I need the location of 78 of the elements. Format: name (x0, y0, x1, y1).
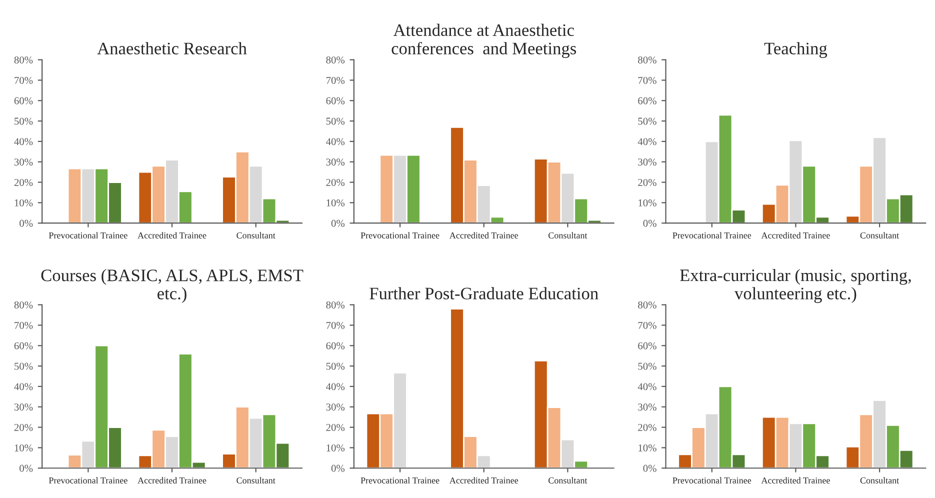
y-tick-label: 20% (326, 424, 345, 432)
y-tick-label: 40% (14, 383, 33, 390)
y-tick-label: 10% (638, 199, 656, 206)
y-tick-label: 10% (14, 199, 33, 206)
chart-title: Extra-curricular (music, sporting, volunteering etc.) (680, 268, 911, 303)
x-tick-label: Prevocational Trainee (360, 232, 440, 238)
x-tick-label: Prevocational Trainee (360, 477, 440, 484)
y-tick-label: 50% (14, 362, 33, 370)
y-tick-label: 30% (326, 158, 345, 166)
y-tick-label: 70% (638, 76, 656, 84)
y-tick-label: 50% (638, 118, 656, 125)
x-tick-label: Consultant (236, 477, 276, 484)
chart-title: Further Post-Graduate Education (370, 287, 598, 300)
y-tick-label: 60% (14, 97, 33, 104)
y-tick-label: 40% (638, 138, 656, 146)
y-tick-label: 60% (14, 342, 33, 350)
y-tick-label: 20% (14, 178, 33, 186)
x-tick-label: Prevocational Trainee (48, 232, 128, 238)
y-tick-label: 20% (326, 178, 345, 186)
y-tick-label: 70% (14, 322, 33, 329)
y-tick-label: 80% (638, 301, 656, 309)
y-tick-label: 30% (638, 158, 656, 166)
chart-title: Courses (BASIC, ALS, APLS, EMST etc.) (41, 269, 304, 303)
y-tick-label: 30% (638, 404, 656, 411)
x-tick-label: Consultant (548, 232, 588, 238)
y-tick-label: 70% (14, 76, 33, 84)
x-tick-label: Accredited Trainee (449, 477, 518, 484)
y-tick-label: 60% (638, 342, 656, 350)
x-tick-label: Accredited Trainee (761, 232, 830, 238)
y-tick-label: 30% (14, 158, 33, 166)
y-tick-label: 40% (326, 138, 345, 146)
y-tick-label: 80% (14, 56, 33, 64)
y-tick-label: 0% (331, 464, 345, 472)
y-tick-label: 50% (14, 118, 33, 125)
y-tick-label: 60% (326, 342, 345, 350)
x-tick-label: Accredited Trainee (761, 477, 830, 484)
y-tick-label: 40% (326, 383, 345, 390)
chart-title: Anaesthetic Research (97, 42, 247, 54)
y-tick-label: 60% (326, 97, 345, 104)
y-tick-label: 80% (14, 301, 33, 309)
y-tick-label: 30% (326, 404, 345, 411)
y-tick-label: 40% (638, 383, 656, 390)
y-tick-label: 70% (326, 322, 345, 329)
y-tick-label: 10% (638, 444, 656, 452)
x-tick-label: Accredited Trainee (138, 232, 206, 238)
y-tick-label: 0% (643, 220, 656, 227)
y-tick-label: 80% (638, 56, 656, 64)
x-tick-label: Prevocational Trainee (672, 232, 752, 238)
y-tick-label: 0% (20, 464, 33, 472)
x-tick-label: Consultant (860, 477, 900, 484)
chart-title: Attendance at Anaesthetic conferences and Meetings (392, 24, 576, 58)
y-tick-label: 50% (326, 362, 345, 370)
y-tick-label: 50% (326, 118, 345, 125)
y-tick-label: 80% (326, 301, 345, 309)
y-tick-label: 10% (326, 199, 345, 206)
x-tick-label: Prevocational Trainee (672, 477, 752, 484)
y-tick-label: 10% (326, 444, 345, 452)
x-tick-label: Consultant (860, 232, 900, 238)
y-tick-label: 40% (14, 138, 33, 146)
y-tick-label: 0% (331, 220, 345, 227)
y-tick-label: 0% (643, 464, 656, 472)
x-tick-label: Accredited Trainee (138, 477, 206, 484)
y-tick-label: 20% (14, 424, 33, 432)
chart-title: Teaching (764, 42, 828, 58)
y-tick-label: 70% (326, 76, 345, 84)
y-tick-label: 20% (638, 178, 656, 186)
y-tick-label: 60% (638, 97, 656, 104)
y-tick-label: 80% (326, 56, 345, 64)
x-tick-label: Consultant (548, 477, 588, 484)
x-tick-label: Prevocational Trainee (48, 477, 128, 484)
y-tick-label: 20% (638, 424, 656, 432)
y-tick-label: 70% (638, 322, 656, 329)
x-tick-label: Accredited Trainee (449, 232, 518, 238)
x-tick-label: Consultant (236, 232, 276, 238)
y-tick-label: 10% (14, 444, 33, 452)
y-tick-label: 30% (14, 404, 33, 411)
y-tick-label: 50% (638, 362, 656, 370)
y-tick-label: 0% (20, 220, 33, 227)
